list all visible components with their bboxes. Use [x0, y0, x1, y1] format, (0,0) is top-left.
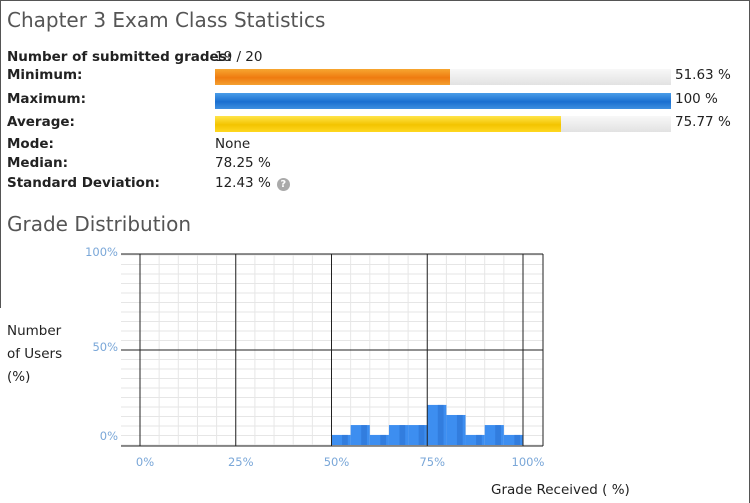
x-tick-label: 100%	[512, 455, 545, 469]
histogram-bar-shade-6	[456, 414, 463, 445]
minimum-label: Minimum:	[7, 67, 83, 83]
y-axis-label-line-2: of Users	[7, 346, 63, 362]
submitted-label: Number of submitted grades:	[7, 49, 233, 65]
x-tick-label: 75%	[419, 455, 445, 469]
help-icon[interactable]: ?	[276, 178, 290, 191]
y-tick-label: 100%	[85, 245, 118, 259]
maximum-bar-track	[215, 93, 671, 109]
left-border	[0, 0, 1, 308]
x-tick-label: 0%	[136, 455, 154, 469]
histogram-bar-shade-4	[418, 425, 425, 445]
histogram-bar-shade-5	[437, 404, 444, 445]
y-axis-label-line-1: Number	[7, 323, 62, 339]
histogram-bar-9	[503, 434, 523, 445]
average-label: Average:	[7, 114, 75, 130]
page-title: Chapter 3 Exam Class Statistics	[7, 8, 326, 32]
average-value: 75.77 %	[675, 114, 731, 130]
histogram-bar-0	[331, 434, 351, 445]
average-bar	[215, 116, 561, 132]
histogram-bar-shade-1	[361, 425, 367, 445]
histogram-bar-shade-8	[495, 425, 501, 445]
std-dev-value: 12.43 %	[215, 175, 271, 191]
maximum-label: Maximum:	[7, 91, 87, 107]
x-axis-label: Grade Received ( %)	[491, 482, 630, 498]
histogram-bar-shade-2	[380, 434, 387, 445]
median-value: 78.25 %	[215, 155, 271, 171]
histogram-bar-shade-9	[514, 434, 521, 445]
histogram-bar-shade-0	[342, 434, 348, 445]
grade-distribution-title: Grade Distribution	[7, 212, 192, 236]
histogram-bar-shade-7	[476, 434, 482, 445]
mode-value: None	[215, 136, 251, 152]
std-dev-value-wrap: 12.43 %?	[215, 175, 290, 191]
minimum-bar-track	[215, 69, 671, 85]
minimum-value: 51.63 %	[675, 67, 731, 83]
y-tick-label: 50%	[92, 340, 118, 354]
std-dev-label: Standard Deviation:	[7, 175, 160, 191]
x-tick-label: 25%	[228, 455, 254, 469]
y-axis-label-line-3: (%)	[7, 369, 31, 385]
average-bar-track	[215, 116, 671, 132]
maximum-value: 100 %	[675, 91, 718, 107]
top-border	[0, 0, 750, 1]
median-label: Median:	[7, 155, 69, 171]
histogram-bar-2	[369, 434, 389, 445]
y-axis-label: Number of Users (%)	[7, 320, 62, 389]
mode-label: Mode:	[7, 136, 54, 152]
minimum-bar	[215, 69, 451, 85]
y-tick-label: 0%	[100, 429, 118, 443]
histogram-bar-shade-3	[399, 425, 406, 445]
maximum-bar	[215, 93, 671, 109]
x-tick-label: 50%	[324, 455, 350, 469]
submitted-value: 19 / 20	[215, 49, 263, 65]
histogram-bar-7	[465, 434, 485, 445]
